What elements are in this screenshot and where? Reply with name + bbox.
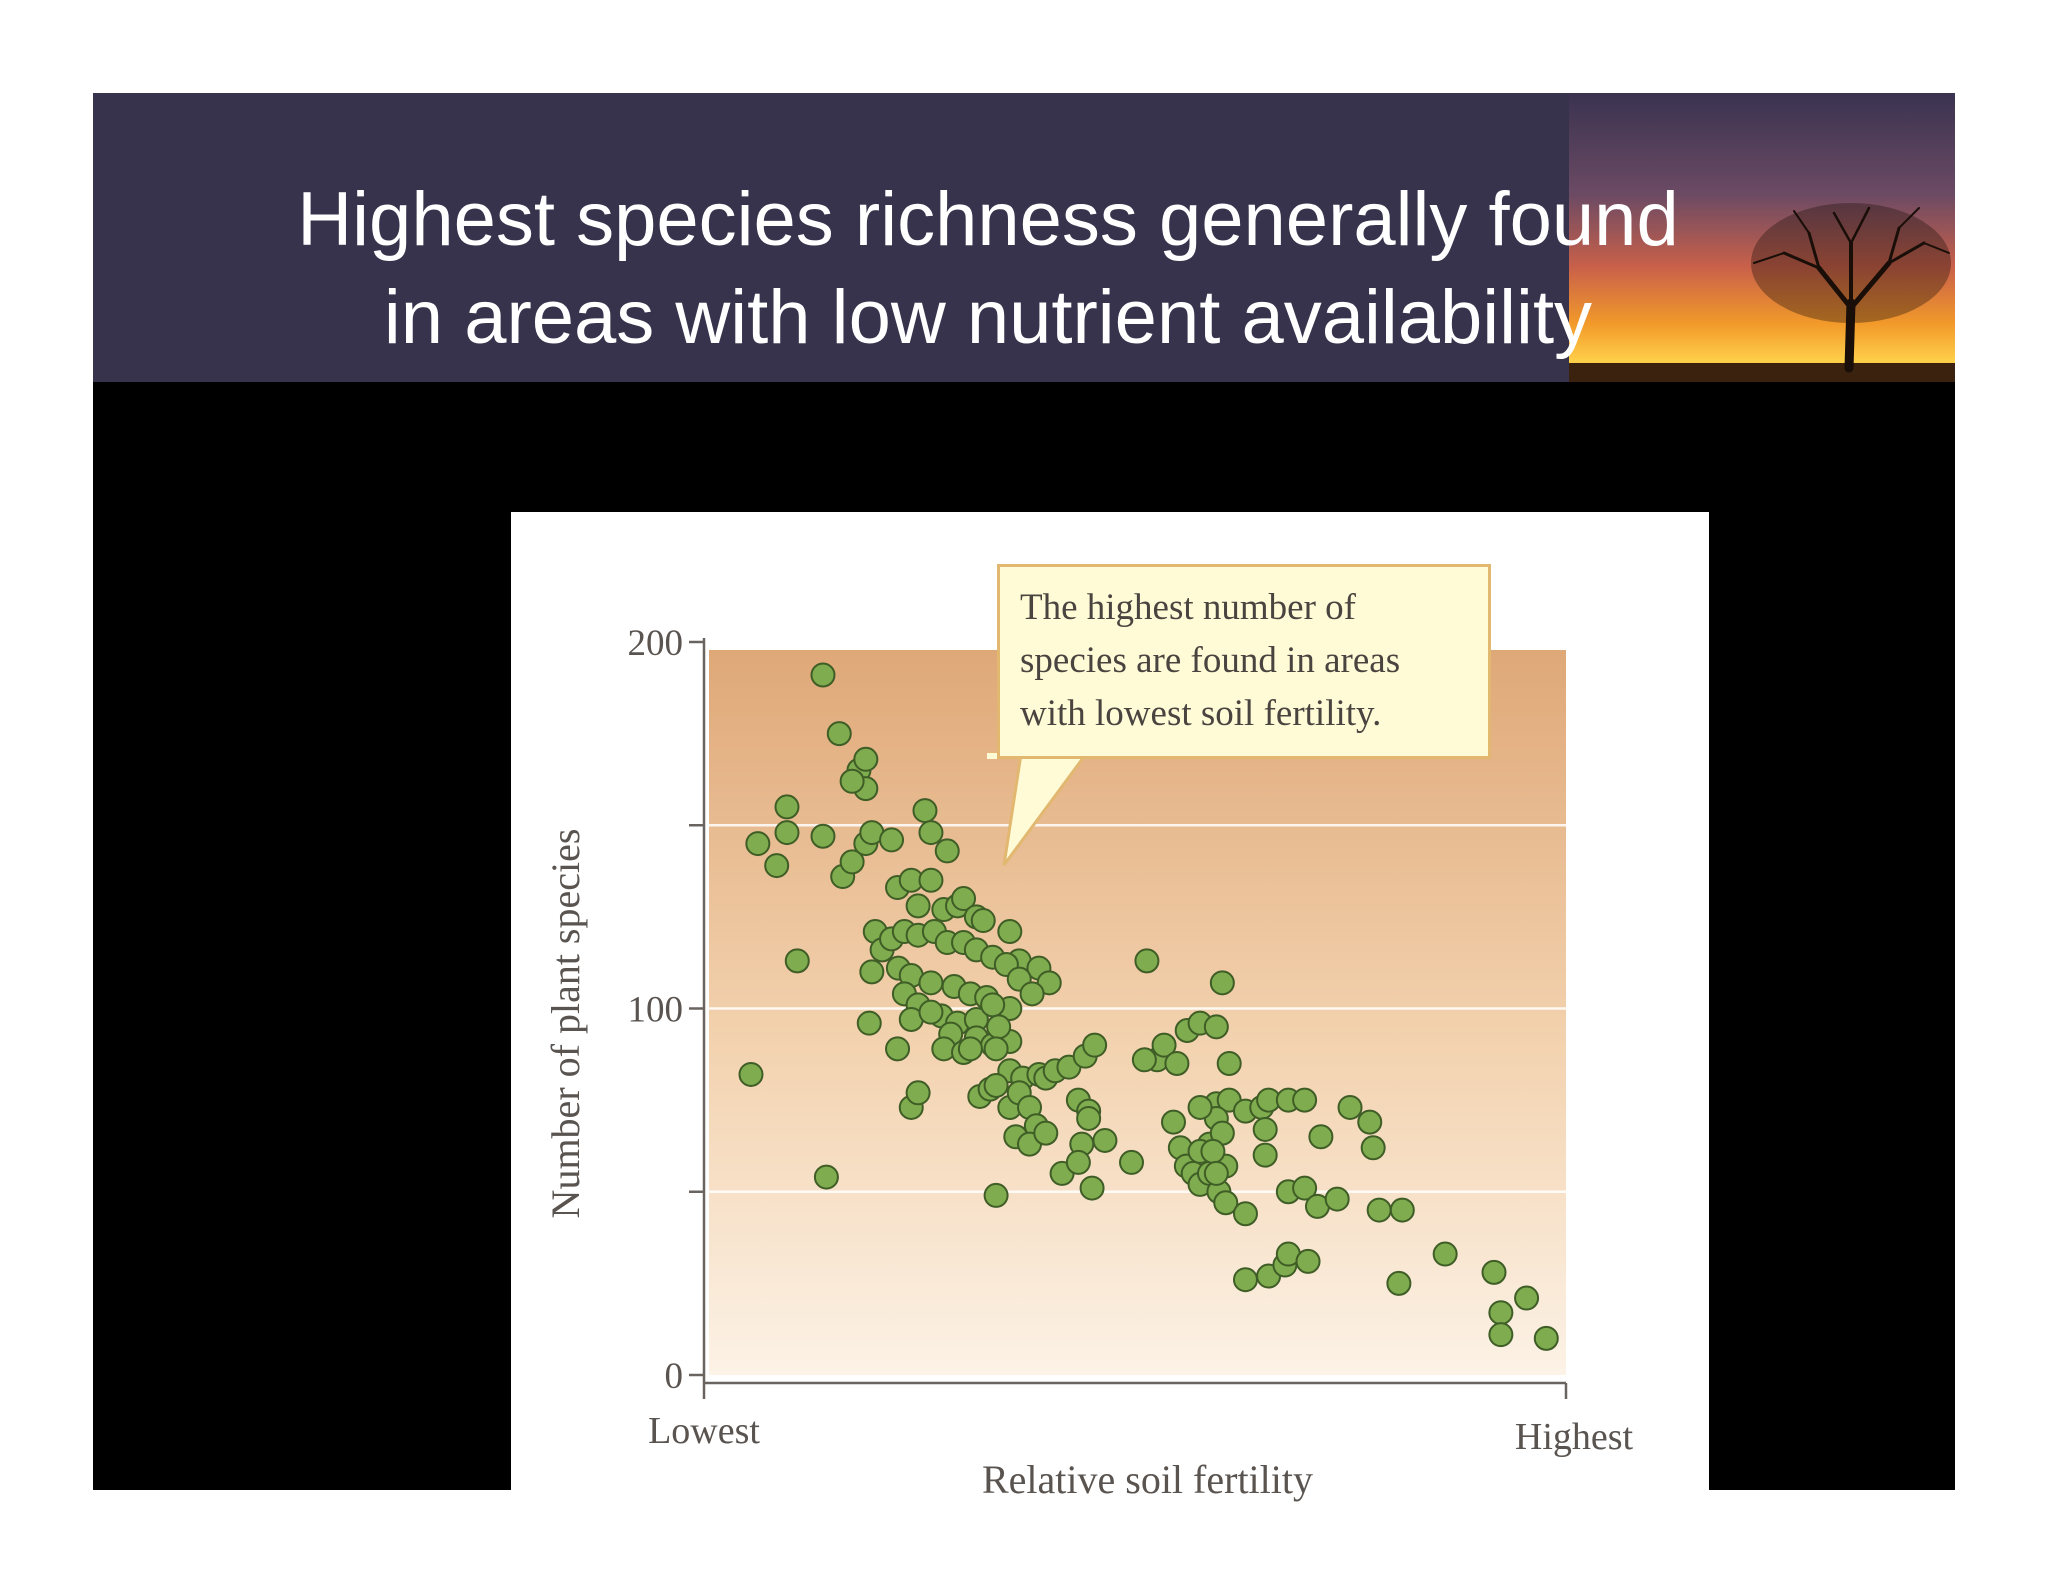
data-point — [1119, 1149, 1145, 1175]
data-point — [918, 999, 944, 1025]
data-point — [1292, 1175, 1318, 1201]
data-point — [1357, 1109, 1383, 1135]
axes: 0 100 200 Lowest Highest Relative soil fertil… — [543, 623, 1634, 1502]
data-point — [970, 908, 996, 934]
slide-title-line-1: Highest species richness generally found — [297, 177, 1679, 262]
slide: Highest species richness generally found… — [93, 93, 1955, 1540]
data-point — [1366, 1197, 1392, 1223]
slide-title: Highest species richness generally found… — [93, 171, 1883, 367]
data-point — [905, 1080, 931, 1106]
x-tick-label-highest: Highest — [1515, 1416, 1634, 1458]
data-point — [1187, 1094, 1213, 1120]
data-point — [839, 849, 865, 875]
data-point — [1337, 1094, 1363, 1120]
data-point — [1232, 1201, 1258, 1227]
data-point — [784, 948, 810, 974]
data-point — [986, 1014, 1012, 1040]
data-point — [1488, 1300, 1514, 1326]
sunset-tree-image — [1569, 93, 1955, 382]
data-point — [1213, 1190, 1239, 1216]
title-banner — [93, 93, 1569, 382]
data-point — [1252, 1116, 1278, 1142]
data-point — [1203, 1014, 1229, 1040]
data-point — [1481, 1259, 1507, 1285]
data-point — [1076, 1105, 1102, 1131]
data-point — [1203, 1160, 1229, 1186]
annotation-line-1: The highest number of — [1020, 587, 1356, 628]
data-point — [738, 1061, 764, 1087]
data-point — [1488, 1322, 1514, 1348]
data-point — [1360, 1135, 1386, 1161]
data-point — [1134, 948, 1160, 974]
data-point — [983, 1072, 1009, 1098]
x-tick-label-lowest: Lowest — [648, 1410, 760, 1452]
data-point — [1432, 1241, 1458, 1267]
data-point — [885, 1036, 911, 1062]
data-point — [839, 768, 865, 794]
data-point — [879, 827, 905, 853]
data-point — [1308, 1124, 1334, 1150]
data-point — [1092, 1127, 1118, 1153]
data-point — [905, 893, 931, 919]
data-point — [856, 1010, 882, 1036]
chart-figure: 0 100 200 Lowest Highest Relative soil fertil… — [511, 512, 1709, 1540]
data-point — [1079, 1175, 1105, 1201]
x-axis-label: Relative soil fertility — [982, 1457, 1313, 1502]
data-point — [983, 1036, 1009, 1062]
data-point — [1131, 1047, 1157, 1073]
data-point — [1232, 1267, 1258, 1293]
data-point — [983, 1182, 1009, 1208]
data-point — [1209, 970, 1235, 996]
data-point — [918, 970, 944, 996]
data-point — [912, 798, 938, 824]
data-point — [1324, 1186, 1350, 1212]
data-point — [1533, 1325, 1559, 1351]
data-point — [764, 853, 790, 879]
y-tick-label-0: 0 — [665, 1356, 684, 1397]
y-tick-label-100: 100 — [628, 990, 684, 1031]
data-point — [859, 959, 885, 985]
data-point — [1065, 1149, 1091, 1175]
data-point — [1514, 1285, 1540, 1311]
data-point — [745, 831, 771, 857]
annotation-line-3: with lowest soil fertility. — [1020, 693, 1382, 734]
data-point — [997, 919, 1023, 945]
data-point — [1160, 1109, 1186, 1135]
data-point — [1200, 1138, 1226, 1164]
data-point — [774, 794, 800, 820]
annotation-line-2: species are found in areas — [1020, 640, 1401, 681]
data-point — [1252, 1142, 1278, 1168]
data-point — [1082, 1032, 1108, 1058]
y-tick-label-200: 200 — [628, 623, 684, 664]
data-point — [813, 1164, 839, 1190]
data-point — [918, 820, 944, 846]
data-point — [980, 992, 1006, 1018]
slide-title-line-2: in areas with low nutrient availability — [383, 275, 1593, 360]
data-point — [1033, 1120, 1059, 1146]
data-point — [1164, 1050, 1190, 1076]
data-point — [1019, 981, 1045, 1007]
data-point — [951, 886, 977, 912]
data-point — [853, 746, 879, 772]
data-point — [957, 1036, 983, 1062]
data-point — [1295, 1248, 1321, 1274]
data-point — [1216, 1050, 1242, 1076]
data-points — [738, 662, 1559, 1351]
data-point — [918, 867, 944, 893]
data-point — [774, 820, 800, 846]
data-point — [1292, 1087, 1318, 1113]
y-axis-label: Number of plant species — [543, 829, 588, 1219]
data-point — [826, 721, 852, 747]
scatter-chart: 0 100 200 Lowest Highest Relative soil fertil… — [543, 623, 1634, 1502]
annotation-callout: The highest number of species are found … — [997, 564, 1491, 759]
data-point — [934, 838, 960, 864]
data-point — [810, 823, 836, 849]
gridlines — [709, 824, 1566, 1193]
data-point — [1386, 1270, 1412, 1296]
data-point — [810, 662, 836, 688]
data-point — [1389, 1197, 1415, 1223]
data-point — [1151, 1032, 1177, 1058]
